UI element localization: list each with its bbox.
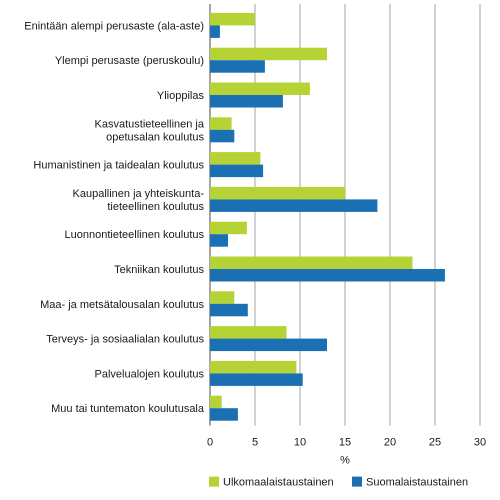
category-label: Humanistinen ja taidealan koulutus [33,160,204,172]
bar-ulkomaalaistaustainen [210,47,327,61]
bar-ulkomaalaistaustainen [210,186,345,200]
category-label: Terveys- ja sosiaalialan koulutus [46,334,204,346]
legend-label: Ulkomaalaistaustainen [223,477,334,489]
bar-ulkomaalaistaustainen [210,117,232,130]
category-label: Tekniikan koulutus [114,264,204,276]
category-label: Kaupallinen ja yhteiskunta- [73,188,205,200]
bar-suomalaistaustainen [210,129,235,143]
x-axis-title: % [340,455,350,467]
bar-suomalaistaustainen [210,25,220,38]
category-label: Ylioppilas [157,90,205,102]
bar-suomalaistaustainen [210,199,378,212]
bar-suomalaistaustainen [210,408,238,421]
legend-label: Suomalaistaustainen [366,477,468,489]
category-label: tieteellinen koulutus [107,201,204,213]
x-tick-label: 25 [429,437,441,449]
bar-suomalaistaustainen [210,95,283,108]
gridlines [209,4,481,426]
category-labels: Enintään alempi perusaste (ala-aste) Ylem… [24,20,205,415]
x-tick-label: 0 [207,437,213,449]
bar-ulkomaalaistaustainen [210,395,222,409]
bar-ulkomaalaistaustainen [210,12,255,26]
bar-suomalaistaustainen [210,303,248,317]
category-label: Ylempi perusaste (peruskoulu) [55,55,204,67]
bar-suomalaistaustainen [210,234,228,247]
bar-suomalaistaustainen [210,269,445,282]
x-tick-label: 15 [339,437,351,449]
category-label: opetusalan koulutus [106,131,204,143]
x-tick-label: 10 [294,437,306,449]
legend-swatch [352,476,362,487]
bar-suomalaistaustainen [210,164,264,178]
category-label: Maa- ja metsätalousalan koulutus [40,299,204,311]
category-label: Palvelualojen koulutus [95,368,205,380]
bar-ulkomaalaistaustainen [210,326,287,339]
bar-ulkomaalaistaustainen [210,152,261,165]
bar-suomalaistaustainen [210,60,265,73]
bar-ulkomaalaistaustainen [210,360,297,374]
bar-ulkomaalaistaustainen [210,291,235,304]
x-tick-label: 20 [384,437,396,449]
bars [210,12,445,421]
bar-ulkomaalaistaustainen [210,82,310,95]
category-label: Enintään alempi perusaste (ala-aste) [24,20,204,32]
x-tick-label: 5 [252,437,258,449]
x-tick-label: 30 [474,437,486,449]
bar-ulkomaalaistaustainen [210,256,413,269]
bar-ulkomaalaistaustainen [210,221,247,235]
bar-suomalaistaustainen [210,373,303,386]
bar-suomalaistaustainen [210,338,327,352]
category-label: Muu tai tuntematon koulutusala [51,403,205,415]
x-tick-labels: 0 5 10 15 20 25 30 [207,437,486,449]
legend-swatch [209,476,219,487]
legend: Ulkomaalaistaustainen Suomalaistaustainen [209,476,468,489]
category-label: Luonnontieteellinen koulutus [65,229,205,241]
category-label: Kasvatustieteellinen ja [95,118,205,130]
